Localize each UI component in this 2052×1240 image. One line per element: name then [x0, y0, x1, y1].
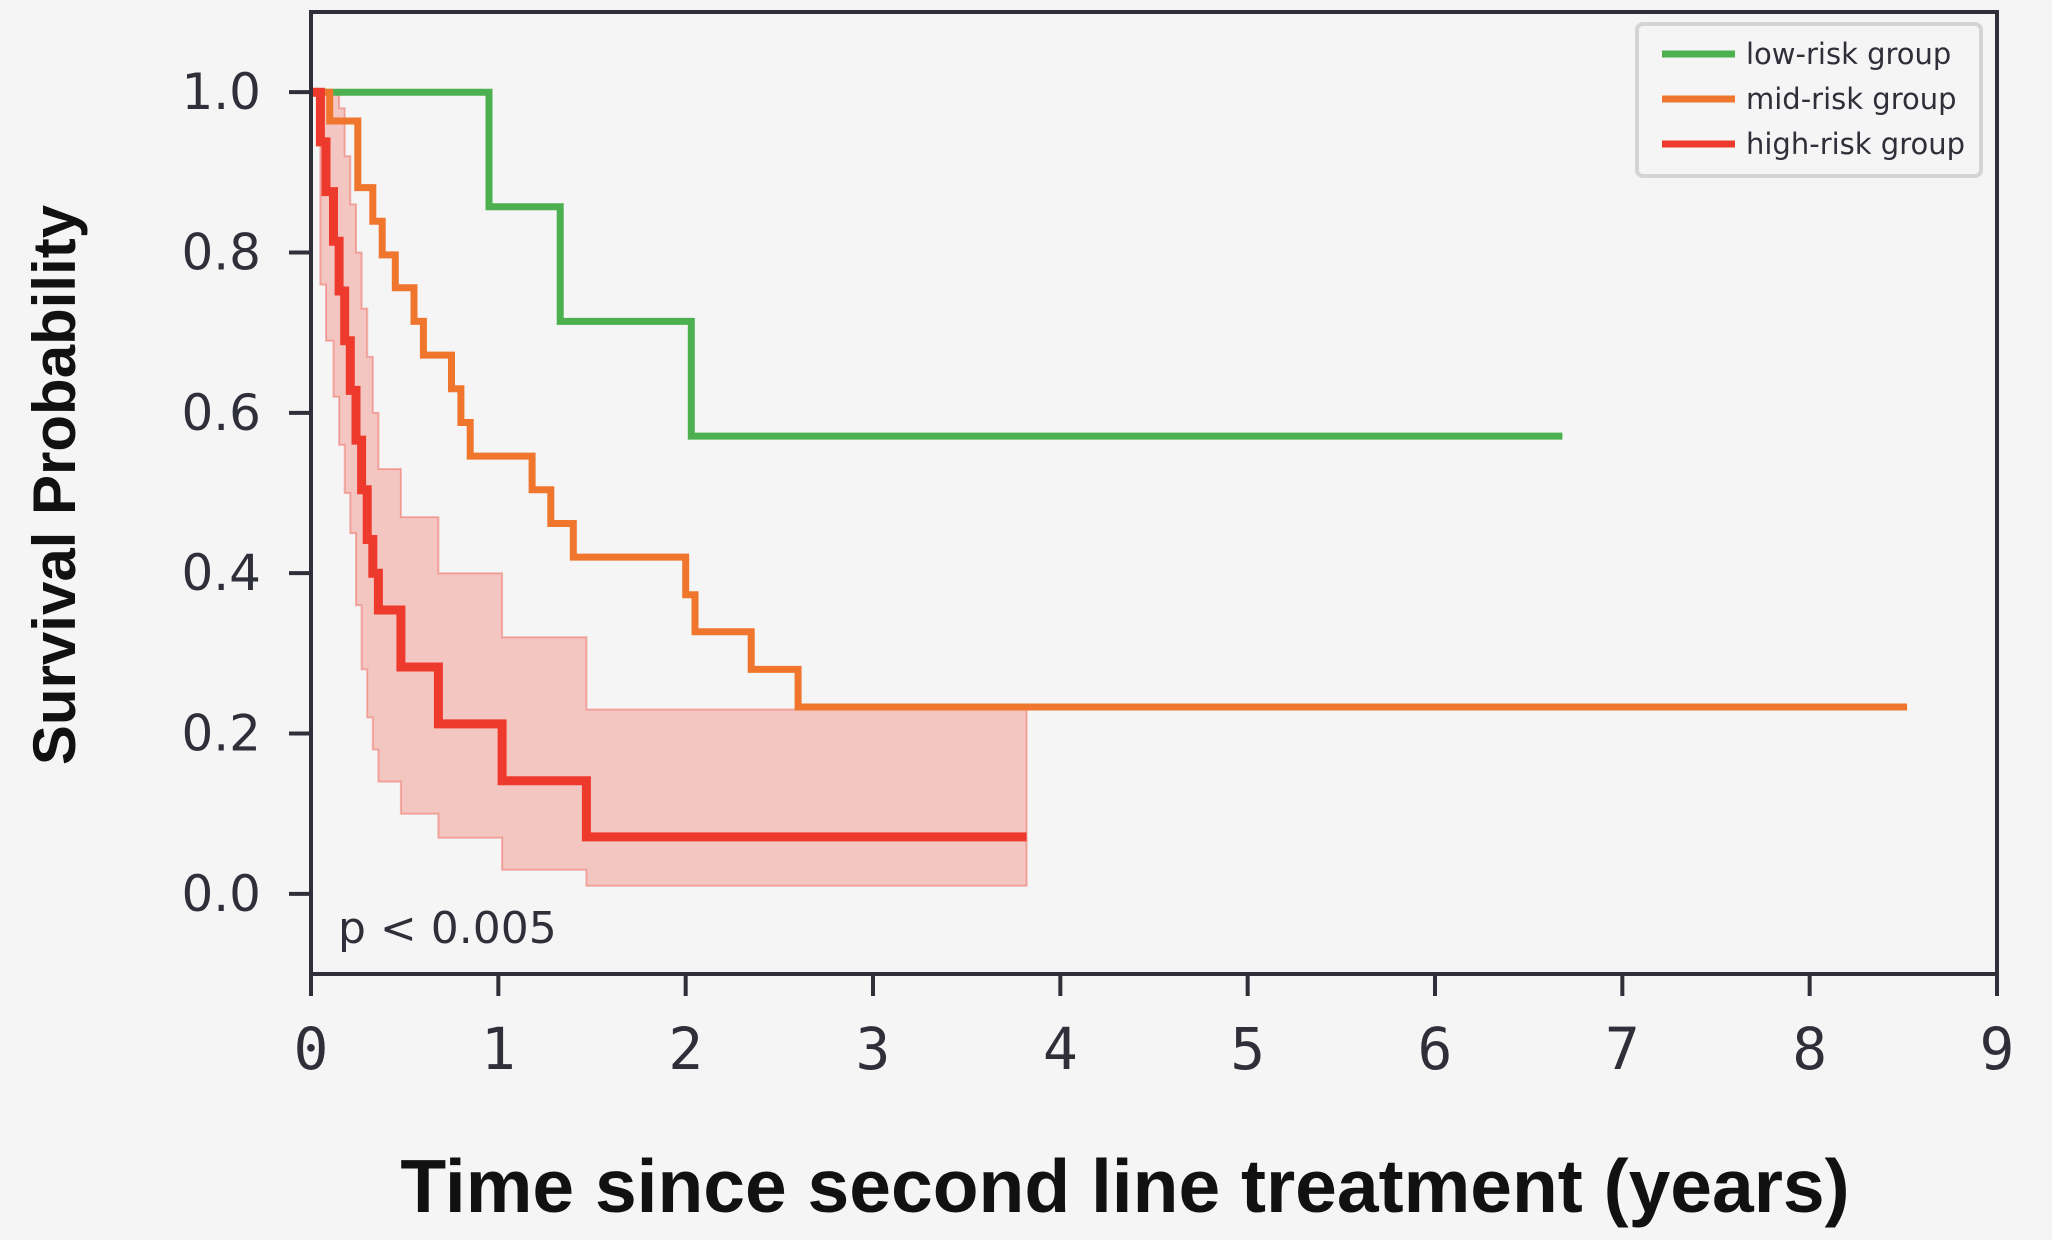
- y-tick-label: 0.6: [181, 384, 261, 442]
- x-tick-label: 0: [294, 1015, 329, 1083]
- confidence-band-layer: [311, 91, 1028, 887]
- y-tick-label: 0.4: [181, 544, 261, 602]
- legend-label: high-risk group: [1746, 127, 1965, 161]
- x-tick-label: 4: [1043, 1015, 1078, 1083]
- y-axis-title: Survival Probability: [21, 204, 88, 765]
- x-tick-label: 7: [1605, 1015, 1640, 1083]
- x-axis-title: Time since second line treatment (years): [400, 1144, 1849, 1228]
- x-tick-label: 6: [1418, 1015, 1453, 1083]
- x-tick-label: 3: [856, 1015, 891, 1083]
- y-tick-label: 0.8: [181, 224, 261, 282]
- x-axis: 0 1 2 3 4 5 6 7 8 9: [294, 974, 2015, 1083]
- legend: low-risk group mid-risk group high-risk gr…: [1635, 22, 1983, 178]
- y-axis: 0.0 0.2 0.4 0.6 0.8 1.0: [181, 63, 311, 923]
- x-tick-label: 5: [1230, 1015, 1265, 1083]
- series-line-0: [311, 88, 1563, 440]
- series-line-1: [311, 88, 1908, 711]
- confidence-band-series-2: [311, 91, 1028, 887]
- legend-box: [1635, 22, 1983, 178]
- legend-label: low-risk group: [1746, 37, 1951, 71]
- series-line-2: [311, 87, 1027, 842]
- legend-label: mid-risk group: [1746, 82, 1957, 116]
- series-layer: [311, 87, 1908, 842]
- y-tick-label: 0.0: [181, 865, 261, 923]
- plot-frame: [309, 10, 1999, 976]
- y-tick-label: 0.2: [181, 705, 261, 763]
- y-tick-label: 1.0: [181, 63, 261, 121]
- p-value-annotation: p < 0.005: [338, 903, 557, 954]
- x-tick-label: 8: [1792, 1015, 1827, 1083]
- x-tick-label: 9: [1980, 1015, 2015, 1083]
- x-tick-label: 1: [481, 1015, 516, 1083]
- x-tick-label: 2: [668, 1015, 703, 1083]
